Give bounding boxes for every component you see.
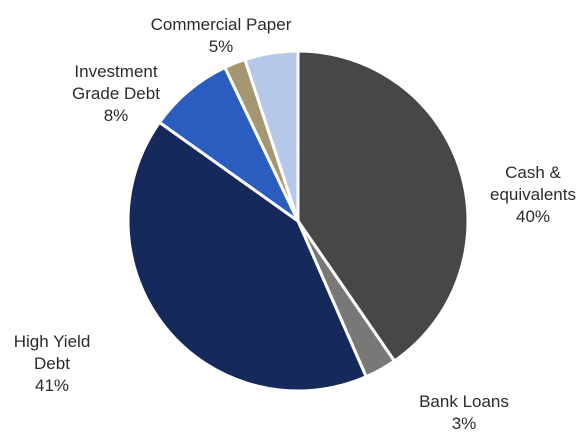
pie-label-percent: 5% — [209, 37, 234, 56]
pie-label-commercial-paper: Commercial Paper 5% — [151, 15, 292, 56]
pie-label-percent: 3% — [452, 414, 477, 433]
pie-label-text: Commercial Paper — [151, 15, 292, 34]
pie-label-percent: 8% — [104, 106, 129, 125]
pie-label-percent: 41% — [35, 376, 69, 395]
pie-label-bank-loans: Bank Loans 3% — [419, 392, 509, 433]
slices-layer — [126, 49, 470, 393]
pie-label-text: Grade Debt — [72, 84, 160, 103]
pie-label-text: equivalents — [490, 185, 576, 204]
pie-label-text: Bank Loans — [419, 392, 509, 411]
pie-label-high-yield-debt: High Yield Debt 41% — [14, 332, 91, 395]
pie-label-text: High Yield — [14, 332, 91, 351]
pie-label-text: Investment — [74, 62, 157, 81]
pie-label-text: Debt — [34, 354, 70, 373]
pie-label-text: Cash & — [505, 163, 561, 182]
pie-label-percent: 40% — [516, 207, 550, 226]
pie-label-investment-grade-debt: Investment Grade Debt 8% — [72, 62, 160, 125]
pie-slice-high-yield-debt — [126, 120, 368, 393]
pie-slice-unlabeled-segment — [243, 49, 300, 223]
pie-slice-cash-equivalents — [296, 49, 470, 363]
labels-layer: Cash & equivalents 40% Bank Loans 3% High Yie… — [14, 15, 576, 433]
pie-label-cash-equivalents: Cash & equivalents 40% — [490, 163, 576, 226]
